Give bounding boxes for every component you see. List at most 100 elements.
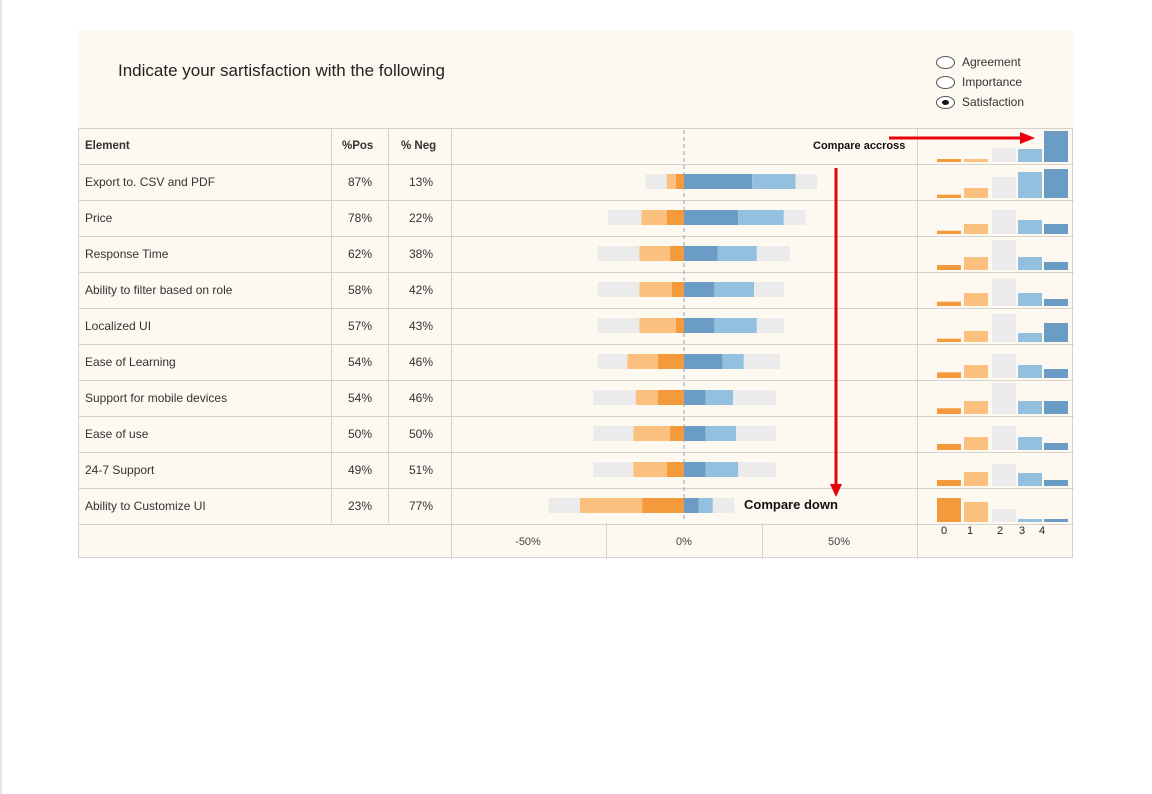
bar-neutral-right xyxy=(736,426,776,441)
radio-agreement[interactable]: Agreement xyxy=(936,52,1024,72)
table-row: Ability to Customize UI 23% 77% xyxy=(79,489,1074,525)
bar-neutral-right xyxy=(712,498,735,513)
axis-divider xyxy=(606,523,607,559)
histogram-bar-3 xyxy=(1018,220,1042,234)
bar-neutral-right xyxy=(743,354,781,369)
bar-neutral-right xyxy=(783,210,806,225)
pos-value: 54% xyxy=(348,391,373,405)
bar-rating-0 xyxy=(657,354,684,369)
histogram-bar-1 xyxy=(964,401,988,414)
histogram-bar-1 xyxy=(964,224,988,234)
histogram-tick-label: 1 xyxy=(967,525,973,537)
histogram-bar-0 xyxy=(937,444,961,450)
radio-importance[interactable]: Importance xyxy=(936,72,1024,92)
measure-radio-group[interactable]: Agreement Importance Satisfaction xyxy=(936,52,1024,112)
histogram-bar-0 xyxy=(937,480,961,486)
dashboard-panel xyxy=(78,30,1073,558)
bar-rating-4 xyxy=(684,426,706,441)
table-row: Response Time 62% 38% xyxy=(79,237,1074,273)
pos-value: 54% xyxy=(348,355,373,369)
histogram-bar-2 xyxy=(992,354,1016,378)
histogram-bar-2 xyxy=(992,314,1016,342)
histogram-bar-3 xyxy=(1018,172,1042,198)
histogram-bar-1 xyxy=(964,159,988,162)
bar-rating-1 xyxy=(639,318,676,333)
bar-rating-4 xyxy=(684,282,715,297)
neg-value: 13% xyxy=(409,175,434,189)
neg-value: 51% xyxy=(409,463,434,477)
bar-neutral-left xyxy=(593,426,634,441)
histogram-bar-3 xyxy=(1018,333,1042,342)
histogram-bar-4 xyxy=(1044,299,1068,306)
bar-rating-0 xyxy=(675,174,684,189)
bar-rating-4 xyxy=(684,246,718,261)
pos-value: 23% xyxy=(348,499,373,513)
radio-circle-icon[interactable] xyxy=(936,55,955,69)
bar-rating-3 xyxy=(722,354,744,369)
column-divider xyxy=(451,129,452,559)
header-pos: %Pos xyxy=(342,140,374,152)
bar-neutral-left xyxy=(597,318,640,333)
histogram-bar-4 xyxy=(1044,224,1068,234)
histogram-bar-4 xyxy=(1044,131,1068,162)
histogram-bar-0 xyxy=(937,265,961,270)
radio-label: Agreement xyxy=(962,55,1021,69)
histogram-bar-2 xyxy=(992,177,1016,198)
bar-rating-0 xyxy=(657,390,684,405)
bar-neutral-left xyxy=(597,354,628,369)
histogram-bar-1 xyxy=(964,293,988,306)
bar-rating-4 xyxy=(684,390,706,405)
pos-value: 58% xyxy=(348,283,373,297)
bar-rating-3 xyxy=(714,282,755,297)
bar-rating-1 xyxy=(641,210,667,225)
histogram-bar-0 xyxy=(937,301,961,306)
radio-circle-icon[interactable] xyxy=(936,75,955,89)
bar-neutral-right xyxy=(732,390,776,405)
radio-satisfaction[interactable]: Satisfaction xyxy=(936,92,1024,112)
radio-label: Satisfaction xyxy=(962,95,1025,109)
bar-rating-4 xyxy=(684,318,715,333)
radio-selected-icon[interactable] xyxy=(936,95,955,109)
x-tick-label: 0% xyxy=(676,536,692,548)
x-tick-label: 50% xyxy=(828,536,850,548)
bar-rating-1 xyxy=(633,462,667,477)
neg-value: 50% xyxy=(409,427,434,441)
bar-rating-3 xyxy=(705,462,739,477)
histogram-bar-4 xyxy=(1044,443,1068,450)
table-row: Support for mobile devices 54% 46% xyxy=(79,381,1074,417)
bar-rating-1 xyxy=(633,426,671,441)
bar-rating-0 xyxy=(670,246,684,261)
header-neg: % Neg xyxy=(401,140,437,152)
element-name: Price xyxy=(85,211,113,225)
histogram-bar-3 xyxy=(1018,257,1042,270)
histogram-bar-2 xyxy=(992,464,1016,486)
element-name: Ability to Customize UI xyxy=(85,499,206,513)
column-divider xyxy=(917,129,918,559)
bar-neutral-right xyxy=(795,174,817,189)
histogram-bar-1 xyxy=(964,257,988,270)
neg-value: 38% xyxy=(409,247,434,261)
bar-neutral-right xyxy=(756,318,785,333)
column-divider xyxy=(331,129,332,523)
radio-label: Importance xyxy=(962,75,1023,89)
histogram-bar-2 xyxy=(992,240,1016,270)
bar-rating-3 xyxy=(717,246,757,261)
histogram-bar-0 xyxy=(937,230,961,234)
histogram-bar-4 xyxy=(1044,169,1068,198)
histogram-tick-label: 3 xyxy=(1019,525,1025,537)
pos-value: 50% xyxy=(348,427,373,441)
bar-rating-3 xyxy=(705,390,733,405)
table-row: Ability to filter based on role 58% 42% xyxy=(79,273,1074,309)
arrow-down-head-icon xyxy=(830,484,842,497)
histogram-bar-3 xyxy=(1018,519,1042,522)
page-title: Indicate your sartisfaction with the fol… xyxy=(118,61,445,80)
element-name: Localized UI xyxy=(85,319,152,333)
pos-value: 78% xyxy=(348,211,373,225)
bar-rating-0 xyxy=(642,498,684,513)
histogram-bar-0 xyxy=(937,498,961,522)
bar-rating-1 xyxy=(579,498,643,513)
pos-value: 62% xyxy=(348,247,373,261)
bar-rating-0 xyxy=(666,462,684,477)
bar-rating-3 xyxy=(698,498,713,513)
element-name: Ability to filter based on role xyxy=(85,283,233,297)
